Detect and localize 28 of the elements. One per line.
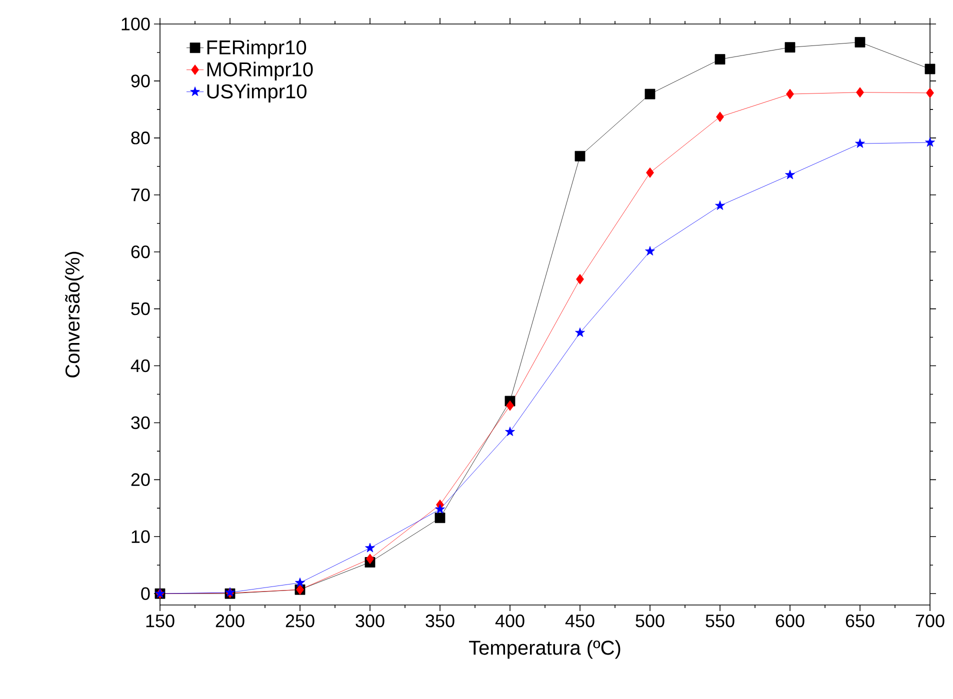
x-tick-label: 200 [216,614,244,628]
legend-label: FERimpr10 [207,40,306,58]
y-tick-label: 0 [141,587,150,600]
y-tick-label: 60 [131,245,150,258]
y-tick-label: 90 [131,74,150,88]
y-tick-label: 30 [131,416,150,430]
y-tick-label: 40 [130,359,150,372]
x-axis-title: Temperatura (ºC) [469,640,620,659]
x-tick-label: 450 [565,614,594,628]
y-axis-title: Conversão(%) [64,252,84,378]
y-tick-label: 10 [132,530,150,544]
x-tick-label: 600 [776,614,804,628]
x-tick-label: 650 [846,614,874,628]
x-tick-label: 350 [426,614,454,628]
y-tick-label: 70 [131,188,150,202]
x-tick-label: 250 [286,614,314,628]
legend-label: USYimpr10 [207,84,306,102]
x-tick-label: 150 [146,614,174,628]
x-tick-label: 700 [916,614,944,628]
y-tick-label: 80 [131,132,150,144]
y-tick-label: 20 [131,473,150,486]
legend-label: MORimpr10 [207,62,313,80]
x-tick-label: 500 [636,614,664,628]
x-tick-label: 550 [706,614,734,628]
y-tick-label: 50 [131,302,150,316]
x-tick-label: 400 [495,614,524,628]
y-tick-label: 100 [122,18,150,30]
x-tick-label: 300 [356,614,384,628]
